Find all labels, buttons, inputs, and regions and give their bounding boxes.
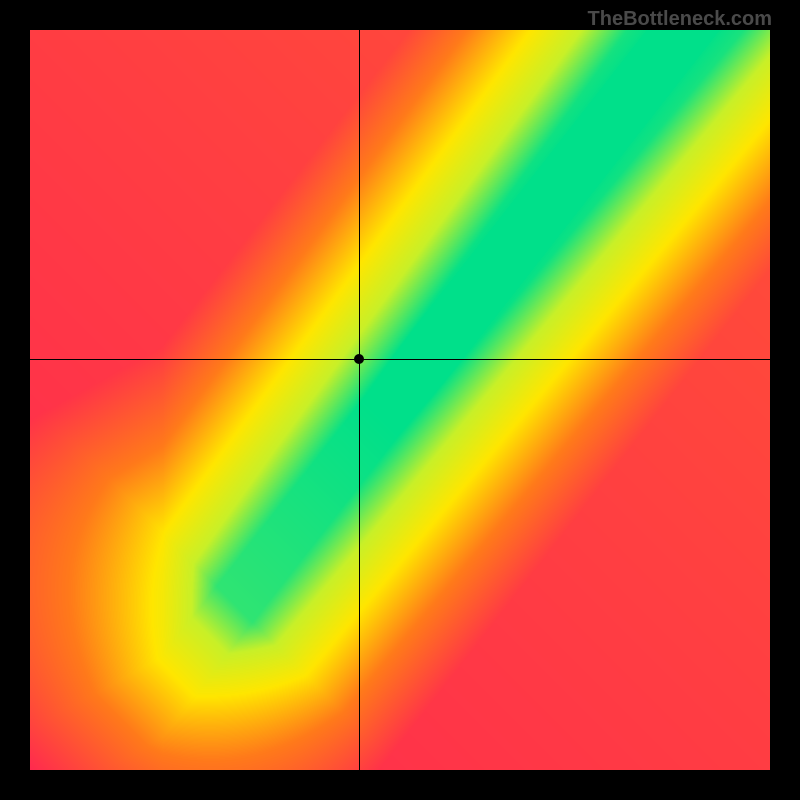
chart-container bbox=[30, 30, 770, 770]
crosshair-marker bbox=[354, 354, 364, 364]
crosshair-vertical bbox=[359, 30, 360, 770]
watermark-text: TheBottleneck.com bbox=[588, 8, 772, 31]
bottleneck-heatmap bbox=[30, 30, 770, 770]
crosshair-horizontal bbox=[30, 359, 770, 360]
